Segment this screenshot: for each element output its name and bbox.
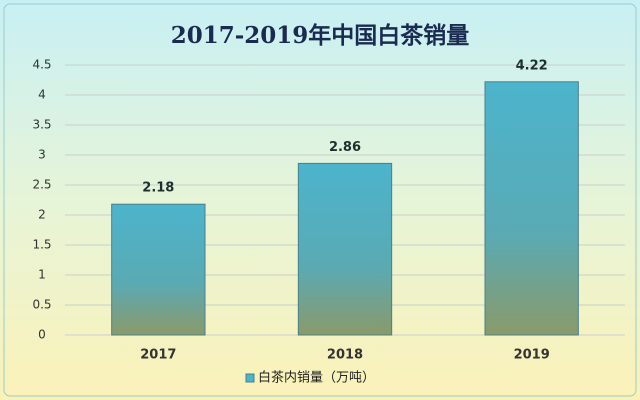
x-tick-label: 2017	[140, 348, 176, 363]
y-tick-label: 2	[38, 208, 46, 222]
value-label: 2.18	[142, 181, 174, 196]
y-tick-label: 4	[38, 88, 46, 102]
y-tick-label: 0.5	[32, 298, 51, 312]
bar	[111, 203, 206, 336]
x-tick-label: 2018	[327, 348, 363, 363]
frame	[3, 3, 637, 397]
y-tick-label: 2.5	[32, 178, 51, 192]
x-tick-label: 2019	[514, 348, 550, 363]
bar	[297, 162, 393, 336]
y-tick-label: 1	[38, 268, 46, 282]
y-tick-label: 4.5	[32, 58, 51, 72]
value-label: 2.86	[329, 140, 361, 155]
y-tick-label: 0	[38, 328, 46, 342]
legend-swatch	[245, 373, 255, 383]
bar	[484, 81, 579, 336]
y-tick-label: 3	[38, 148, 46, 162]
legend-label: 白茶内销量（万吨）	[258, 370, 375, 386]
y-tick-label: 1.5	[32, 238, 51, 252]
y-tick-label: 3.5	[32, 118, 51, 132]
chart-title: 2017-2019年中国白茶销量	[171, 22, 470, 49]
value-label: 4.22	[516, 58, 548, 73]
